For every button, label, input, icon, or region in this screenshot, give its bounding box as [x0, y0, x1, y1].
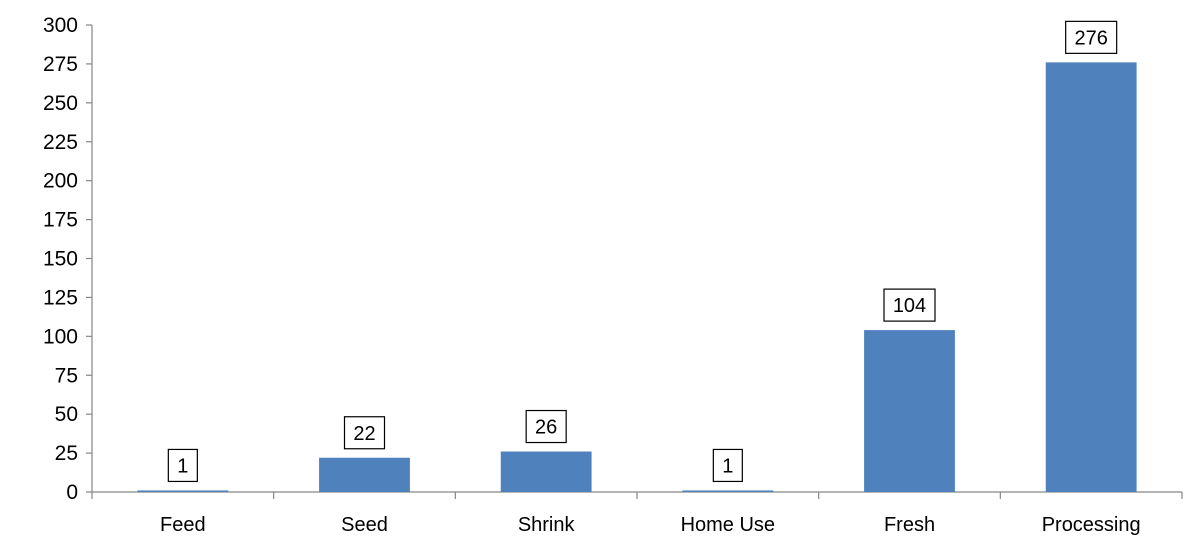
data-label: 1 — [722, 455, 733, 477]
x-tick-label: Feed — [160, 514, 206, 536]
bar-processing — [1045, 62, 1137, 493]
y-tick-label: 150 — [43, 248, 78, 271]
x-tick-label: Seed — [341, 514, 388, 536]
y-tick-label: 275 — [43, 53, 78, 76]
data-label: 276 — [1074, 27, 1107, 49]
y-tick-label: 125 — [43, 286, 78, 309]
bar-feed — [137, 490, 229, 492]
data-labels: 1 22 26 1 104 276 — [167, 20, 1118, 483]
y-tick-label: 175 — [43, 209, 78, 232]
data-label: 22 — [353, 423, 375, 445]
data-label-box — [712, 448, 743, 483]
data-label-box — [167, 448, 198, 483]
data-label: 1 — [177, 455, 188, 477]
y-tick-label: 225 — [43, 131, 78, 154]
data-label-box — [1065, 20, 1118, 54]
bar-seed — [319, 457, 410, 492]
y-tick-label: 300 — [43, 14, 78, 37]
bars — [137, 62, 1137, 493]
y-tick-label: 50 — [55, 403, 78, 426]
data-label: 104 — [893, 295, 926, 317]
bar-home-use — [682, 490, 774, 492]
bar-shrink — [500, 451, 592, 492]
x-tick-label: Processing — [1042, 514, 1141, 536]
x-axis: Feed Seed Shrink Home Use Fresh Processing — [91, 491, 1183, 536]
bar-fresh — [864, 330, 955, 492]
data-label: 26 — [535, 417, 557, 439]
y-tick-label: 200 — [43, 170, 78, 193]
x-tick-label: Home Use — [681, 514, 775, 536]
x-tick-label: Shrink — [518, 514, 576, 536]
data-label-box — [343, 416, 386, 450]
y-tick-label: 25 — [55, 442, 78, 465]
x-tick-label: Fresh — [884, 514, 935, 536]
y-tick-label: 100 — [43, 325, 78, 348]
y-tick-label: 75 — [55, 364, 78, 387]
data-label-box — [883, 288, 936, 322]
data-label-box — [525, 409, 567, 444]
y-axis: 0 25 50 75 100 125 150 175 200 225 250 275 300 — [43, 14, 93, 504]
y-tick-label: 250 — [43, 92, 78, 115]
y-tick-label: 0 — [66, 481, 78, 504]
